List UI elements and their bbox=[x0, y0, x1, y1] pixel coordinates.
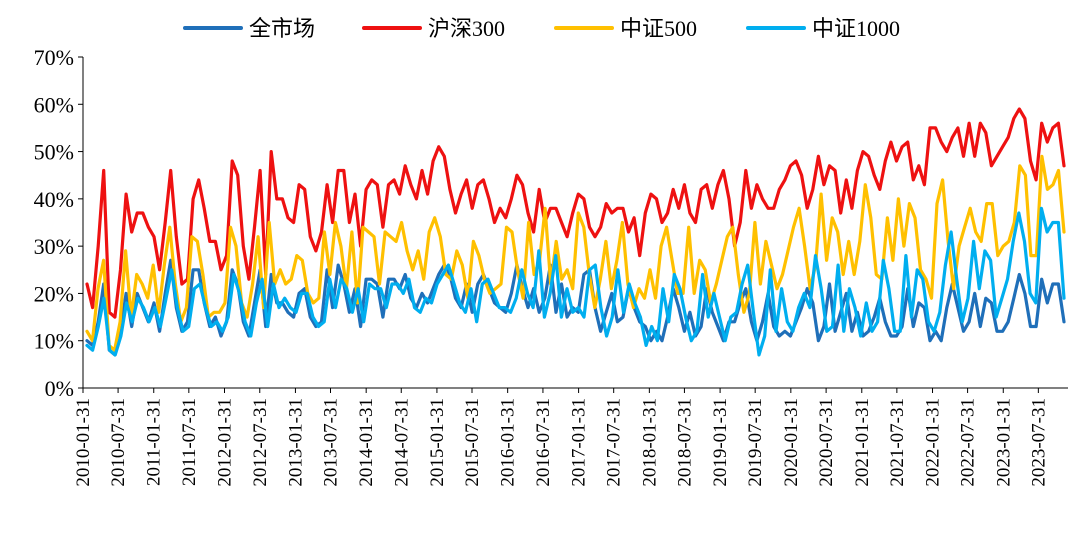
y-tick-label: 50% bbox=[34, 140, 74, 165]
legend-label-2: 中证500 bbox=[620, 16, 697, 41]
x-tick-label: 2021-01-31 bbox=[852, 398, 873, 487]
x-tick-label: 2014-01-31 bbox=[356, 398, 377, 487]
x-tick-label: 2012-01-31 bbox=[214, 398, 235, 487]
x-tick-label: 2018-01-31 bbox=[639, 398, 660, 487]
y-tick-label: 40% bbox=[34, 187, 74, 212]
series-line-1 bbox=[85, 107, 1066, 319]
x-tick-label: 2010-01-31 bbox=[73, 398, 94, 487]
x-tick-label: 2020-01-31 bbox=[781, 398, 802, 487]
x-tick-label: 2017-01-31 bbox=[569, 398, 590, 487]
x-tick-label: 2016-01-31 bbox=[498, 398, 519, 487]
x-tick-label: 2010-07-31 bbox=[108, 398, 129, 487]
y-tick-label: 60% bbox=[34, 92, 74, 117]
y-tick-label: 30% bbox=[34, 234, 74, 259]
x-tick-label: 2014-07-31 bbox=[391, 398, 412, 487]
y-tick-label: 0% bbox=[45, 376, 74, 401]
x-tick-label: 2013-07-31 bbox=[321, 398, 342, 487]
x-tick-label: 2013-01-31 bbox=[285, 398, 306, 487]
x-tick-label: 2019-01-31 bbox=[710, 398, 731, 487]
legend-label-0: 全市场 bbox=[249, 16, 315, 41]
x-tick-label: 2011-07-31 bbox=[179, 398, 200, 486]
x-tick-label: 2015-07-31 bbox=[462, 398, 483, 487]
plot-lines bbox=[85, 107, 1066, 357]
x-tick-label: 2011-01-31 bbox=[144, 398, 165, 486]
x-axis: 2010-01-31 2010-07-31 2011-01-31 2011-07-31… bbox=[73, 387, 1068, 487]
x-tick-label: 2023-01-31 bbox=[993, 398, 1014, 487]
y-tick-label: 70% bbox=[34, 45, 74, 70]
x-tick-label: 2021-07-31 bbox=[887, 398, 908, 487]
legend-label-1: 沪深300 bbox=[428, 16, 505, 41]
x-tick-label: 2022-01-31 bbox=[923, 398, 944, 487]
legend-label-3: 中证1000 bbox=[812, 16, 900, 41]
x-tick-label: 2023-07-31 bbox=[1028, 398, 1049, 487]
x-tick-label: 2019-07-31 bbox=[745, 398, 766, 487]
x-tick-label: 2017-07-31 bbox=[604, 398, 625, 487]
series-line-2 bbox=[85, 154, 1066, 352]
x-tick-label: 2022-07-31 bbox=[958, 398, 979, 487]
x-tick-label: 2018-07-31 bbox=[674, 398, 695, 487]
x-tick-label: 2016-07-31 bbox=[533, 398, 554, 487]
series-line-3 bbox=[85, 206, 1066, 357]
y-tick-label: 10% bbox=[34, 329, 74, 354]
x-tick-label: 2012-07-31 bbox=[250, 398, 271, 487]
legend: 全市场 沪深300 中证500 中证1000 bbox=[183, 16, 900, 41]
y-axis: 0% 10% 20% 30% 40% 50% 60% 70% bbox=[34, 45, 84, 401]
y-tick-label: 20% bbox=[34, 281, 74, 306]
x-tick-label: 2020-07-31 bbox=[816, 398, 837, 487]
x-tick-label: 2015-01-31 bbox=[427, 398, 448, 487]
